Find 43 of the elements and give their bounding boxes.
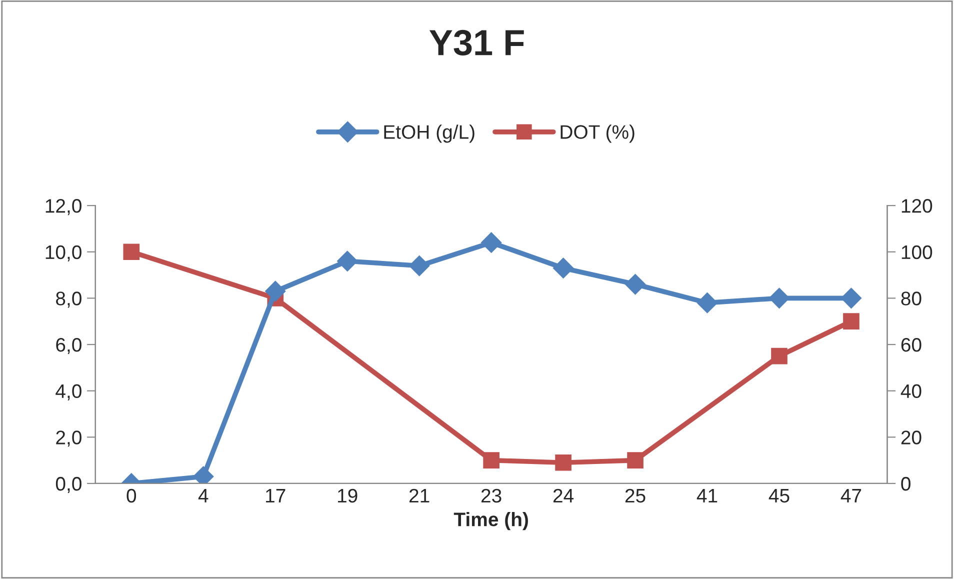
point bbox=[123, 244, 140, 260]
y-tick-label: 4,0 bbox=[56, 384, 82, 400]
x-tick-label: 45 bbox=[768, 489, 790, 503]
point bbox=[624, 274, 646, 295]
point bbox=[480, 232, 502, 253]
x-tick-label: 23 bbox=[481, 488, 502, 503]
legend-label: DOT (%) bbox=[560, 124, 634, 143]
y-tick-label: 0,0 bbox=[56, 476, 82, 493]
x-tick-label: 19 bbox=[338, 488, 358, 503]
y-tick-label: 8,0 bbox=[56, 292, 82, 308]
y2-tick-label: 20 bbox=[901, 430, 922, 444]
x-axis-title: Time (h) bbox=[454, 512, 528, 530]
y2-tick-label: 120 bbox=[902, 199, 932, 213]
point bbox=[408, 255, 430, 276]
y2-tick-label: 100 bbox=[902, 245, 932, 260]
x-tick-label: 17 bbox=[266, 489, 286, 502]
y2-tick-label: 40 bbox=[900, 384, 922, 398]
point bbox=[337, 250, 358, 272]
point bbox=[552, 258, 574, 278]
y2-tick-label: 0 bbox=[901, 476, 910, 491]
point bbox=[843, 313, 860, 330]
y-tick-label: 6,0 bbox=[56, 338, 82, 354]
point bbox=[696, 292, 718, 314]
point bbox=[627, 452, 644, 468]
y2-tick-label: 80 bbox=[901, 292, 922, 306]
x-tick-label: 41 bbox=[696, 489, 718, 502]
y-tick-label: 2,0 bbox=[56, 430, 82, 447]
x-tick-label: 0 bbox=[126, 488, 136, 503]
point bbox=[840, 288, 862, 309]
y2-tick-label: 60 bbox=[901, 338, 922, 352]
legend-label: EtOH (g/L) bbox=[384, 124, 474, 143]
x-tick-label: 25 bbox=[625, 488, 646, 503]
y-tick-label: 10,0 bbox=[46, 245, 82, 262]
point bbox=[771, 348, 788, 364]
chart-title: Y31 F bbox=[429, 30, 524, 56]
x-tick-label: 4 bbox=[198, 489, 208, 502]
point bbox=[483, 452, 500, 468]
x-tick-label: 21 bbox=[409, 488, 430, 502]
point bbox=[555, 454, 572, 471]
y-tick-label: 12,0 bbox=[46, 199, 82, 216]
x-tick-label: 47 bbox=[840, 489, 862, 502]
x-tick-label: 24 bbox=[553, 488, 574, 502]
point bbox=[265, 280, 286, 302]
